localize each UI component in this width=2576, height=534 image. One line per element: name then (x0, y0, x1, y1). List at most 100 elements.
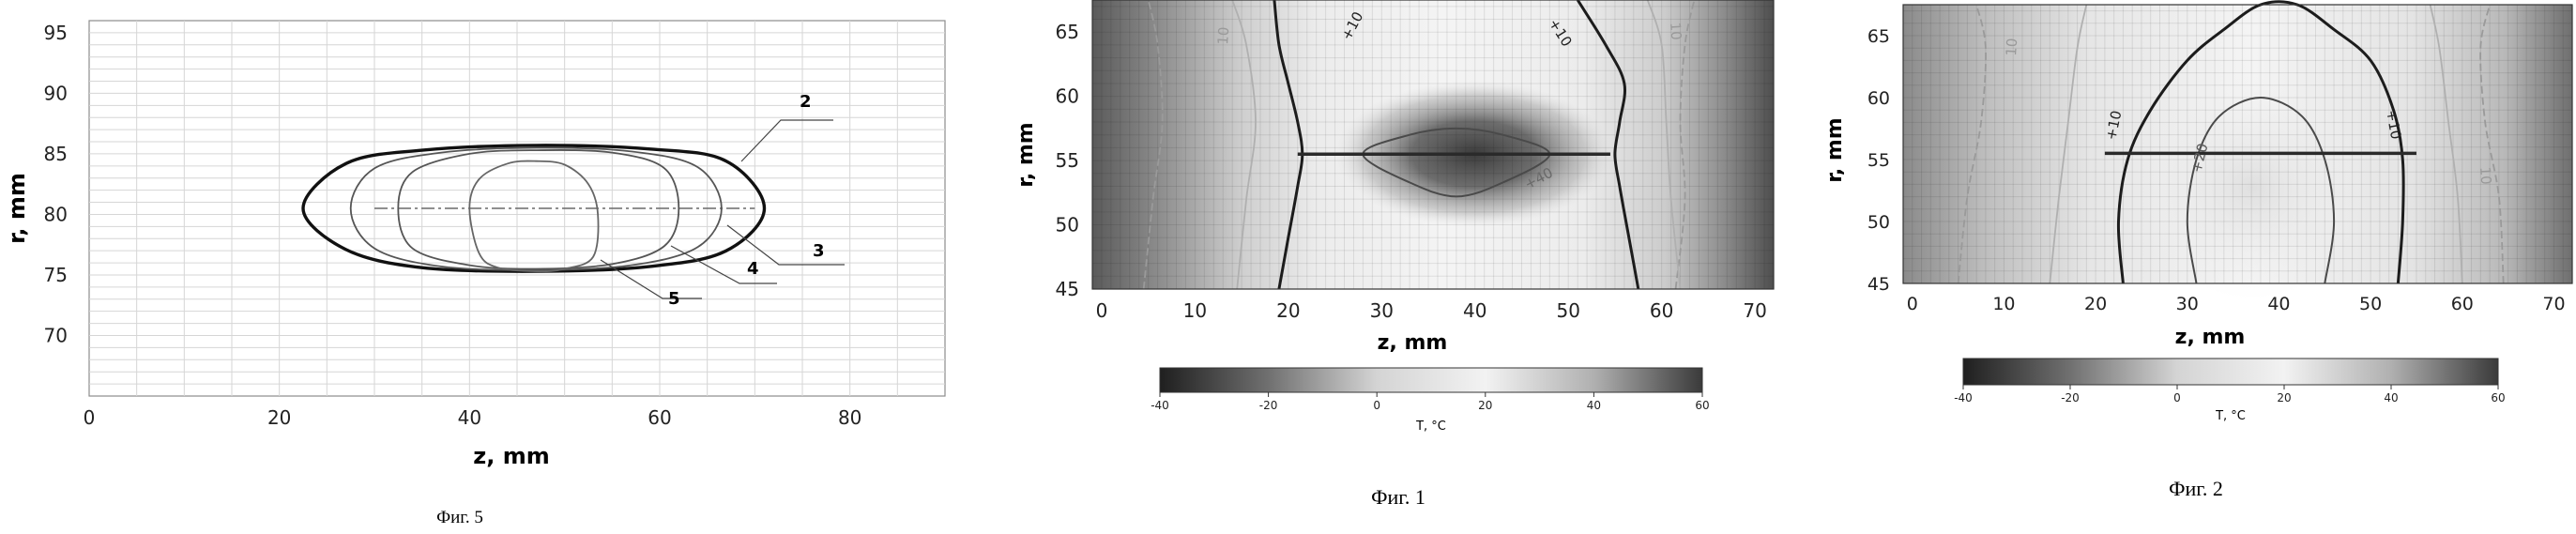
contour-line-faint (2479, 4, 2505, 284)
colorbar-tick-label: 0 (2173, 391, 2181, 404)
x-tick-label: 30 (2176, 294, 2199, 314)
contour-line-secondary (2049, 4, 2088, 284)
y-tick-label: 70 (44, 324, 68, 346)
contour-line-secondary (1646, 0, 1682, 290)
y-tick-label: 65 (1867, 26, 1890, 47)
fig1-grid (1091, 0, 1774, 290)
colorbar-tick-label: 60 (2491, 391, 2505, 404)
fig2-warm-zone (2140, 75, 2365, 300)
x-tick-label: 50 (2359, 294, 2382, 314)
fig5-caption: Фиг. 5 (436, 508, 483, 527)
y-tick-label: 55 (1867, 150, 1890, 171)
colorbar-tick-label: 40 (2384, 391, 2398, 404)
contour-line-10 (1576, 0, 1640, 290)
fig1-colorbar-ticks: -40 -20 0 20 40 60 (1151, 392, 1710, 412)
x-tick-label: 0 (1096, 299, 1108, 322)
x-tick-label: 40 (2267, 294, 2290, 314)
fig2-contours (1957, 0, 2505, 284)
x-tick-label: 50 (1556, 299, 1579, 322)
y-tick-label: 55 (1056, 149, 1079, 172)
y-tick-label: 60 (1056, 85, 1079, 108)
y-tick-label: 45 (1867, 274, 1890, 295)
contour-line-faint (1142, 0, 1164, 290)
y-tick-label: 90 (44, 82, 68, 104)
y-tick-label: 50 (1867, 212, 1890, 233)
fig5-grid (89, 21, 945, 396)
fig1-plot-frame (1091, 0, 1775, 290)
series-line-2 (301, 144, 767, 273)
fig1-contour-label-4: 10 (1667, 22, 1684, 40)
fig2-y-axis-label: r, mm (1823, 117, 1847, 182)
fig1-colorbar: -40 -20 0 20 40 60 T, °C (1151, 367, 1710, 434)
fig2-grid (1902, 5, 2572, 284)
x-tick-label: 20 (1276, 299, 1300, 322)
contour-line-secondary (1231, 0, 1257, 290)
fig2-contour-label-5: 10 (2477, 166, 2494, 185)
fig5-x-axis-label: z, mm (473, 443, 549, 469)
series-line-3 (349, 146, 723, 271)
y-tick-label: 95 (44, 22, 68, 44)
colorbar-tick-label: 20 (1478, 399, 1492, 412)
fig5-curve-label-5: 5 (668, 289, 680, 309)
x-tick-label: 0 (84, 406, 96, 429)
fig2-colorbar-label: T, °C (2215, 409, 2246, 423)
colorbar-tick-label: -40 (1954, 391, 1973, 404)
fig2-caption: Фиг. 2 (2169, 477, 2223, 500)
fig5-curves (301, 144, 767, 273)
fig2-colorbar-bar (1962, 358, 2499, 386)
contour-line-10 (1273, 0, 1304, 290)
x-tick-label: 40 (1463, 299, 1486, 322)
y-tick-label: 50 (1056, 214, 1079, 236)
y-tick-label: 60 (1867, 88, 1890, 109)
fig2-ticks: 0 10 20 30 40 50 60 70 45 50 55 60 65 (1867, 26, 2566, 314)
contour-line-20 (2186, 96, 2336, 284)
fig2-contour-label-4: 10 (2003, 38, 2020, 56)
contour-line-10 (2116, 0, 2405, 284)
fig1-x-axis-label: z, mm (1378, 331, 1448, 355)
x-tick-label: 10 (1183, 299, 1207, 322)
y-tick-label: 75 (44, 264, 68, 286)
y-tick-label: 85 (44, 143, 68, 165)
x-tick-label: 60 (1650, 299, 1673, 322)
x-tick-label: 70 (2542, 294, 2565, 314)
contour-line-faint (1674, 0, 1696, 290)
fig1-colorbar-label: T, °C (1415, 420, 1446, 434)
series-line-4 (397, 149, 680, 270)
x-tick-label: 30 (1370, 299, 1394, 322)
fig1-panel: +10 +10 10 10 +40 0 10 20 30 40 50 60 704550556… (1014, 0, 1775, 509)
colorbar-tick-label: 60 (1695, 399, 1709, 412)
fig5-curve-label-2: 2 (800, 92, 812, 112)
fig5-leaders (600, 119, 845, 299)
colorbar-tick-label: -20 (2061, 391, 2080, 404)
series-line-5 (468, 160, 600, 273)
colorbar-tick-label: 0 (1373, 399, 1380, 412)
fig2-colorbar-ticks: -40 -20 0 20 40 60 (1954, 385, 2506, 404)
x-tick-label: 20 (267, 406, 291, 429)
x-tick-label: 60 (648, 406, 671, 429)
x-tick-label: 80 (838, 406, 861, 429)
x-tick-label: 40 (458, 406, 481, 429)
fig1-contour-label-3: 10 (1214, 26, 1232, 45)
fig2-x-axis-label: z, mm (2175, 326, 2246, 349)
fig5-panel: 0 20 40 60 80 70 75 80 85 90 95 2 3 4 5 z, mm r, m… (4, 20, 946, 527)
x-tick-label: 0 (1907, 294, 1918, 314)
fig5-curve-label-4: 4 (747, 259, 759, 279)
fig2-plot-frame (1902, 4, 2573, 284)
fig1-colorbar-bar (1159, 367, 1703, 393)
colorbar-tick-label: -20 (1259, 399, 1278, 412)
y-tick-label: 80 (44, 203, 68, 225)
fig2-panel: +10 +10 +20 10 10 0 10 20 30 40 50 60 704550556… (1823, 0, 2573, 500)
fig2-contour-label-2: +10 (2383, 109, 2404, 141)
colorbar-tick-label: -40 (1151, 399, 1169, 412)
colorbar-tick-label: 40 (1587, 399, 1601, 412)
contour-line-secondary (2429, 4, 2463, 284)
fig1-y-axis-label: r, mm (1014, 122, 1038, 187)
fig5-curve-label-3: 3 (813, 241, 825, 261)
fig1-ticks: 0 10 20 30 40 50 60 70 45 50 55 60 65 (1056, 21, 1767, 322)
x-tick-label: 10 (1992, 294, 2015, 314)
y-tick-label: 65 (1056, 21, 1079, 43)
x-tick-label: 20 (2084, 294, 2107, 314)
fig5-y-axis-label: r, mm (4, 173, 30, 244)
colorbar-tick-label: 20 (2277, 391, 2291, 404)
